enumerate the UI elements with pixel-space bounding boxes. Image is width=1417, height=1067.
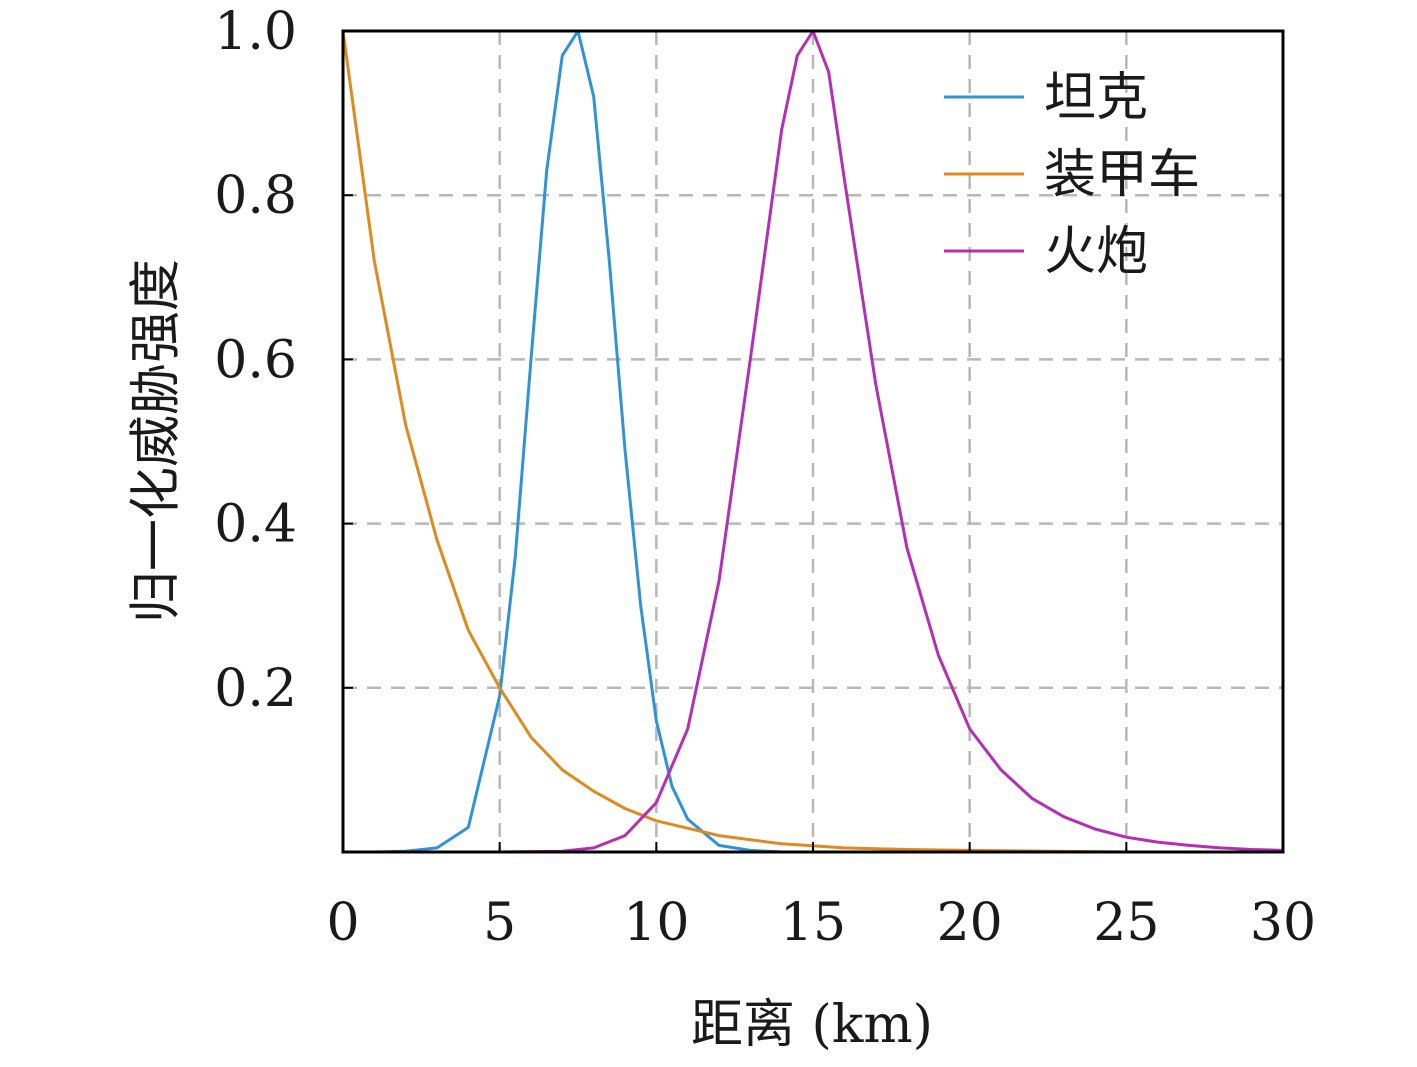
- x-tick-label: 30: [1250, 893, 1316, 953]
- y-tick-label: 0.8: [214, 166, 297, 226]
- y-tick-label: 0.4: [214, 495, 297, 555]
- y-tick-label: 1.0: [214, 2, 297, 62]
- x-axis-ticks: 0 5 10 15 20 25 30: [326, 842, 1316, 953]
- x-tick-label: 10: [623, 893, 689, 953]
- x-tick-label: 20: [937, 893, 1003, 953]
- series-line-2: [341, 29, 1285, 854]
- x-axis-title: 距离 (km): [691, 995, 933, 1055]
- x-tick-label: 15: [780, 893, 846, 953]
- series-line-1: [341, 29, 1285, 854]
- x-tick-label: 0: [326, 893, 359, 953]
- legend-label-2: 火炮: [1044, 222, 1148, 282]
- y-axis-title: 归一化威胁强度: [127, 259, 187, 623]
- y-tick-label: 0.2: [214, 659, 297, 719]
- y-axis-ticks: 0.2 0.4 0.6 0.8 1.0: [214, 2, 353, 719]
- y-tick-label: 0.6: [214, 330, 297, 390]
- legend-label-1: 装甲车: [1044, 145, 1200, 205]
- legend-label-0: 坦克: [1044, 68, 1148, 128]
- x-tick-label: 25: [1093, 893, 1159, 953]
- x-tick-label: 5: [483, 893, 516, 953]
